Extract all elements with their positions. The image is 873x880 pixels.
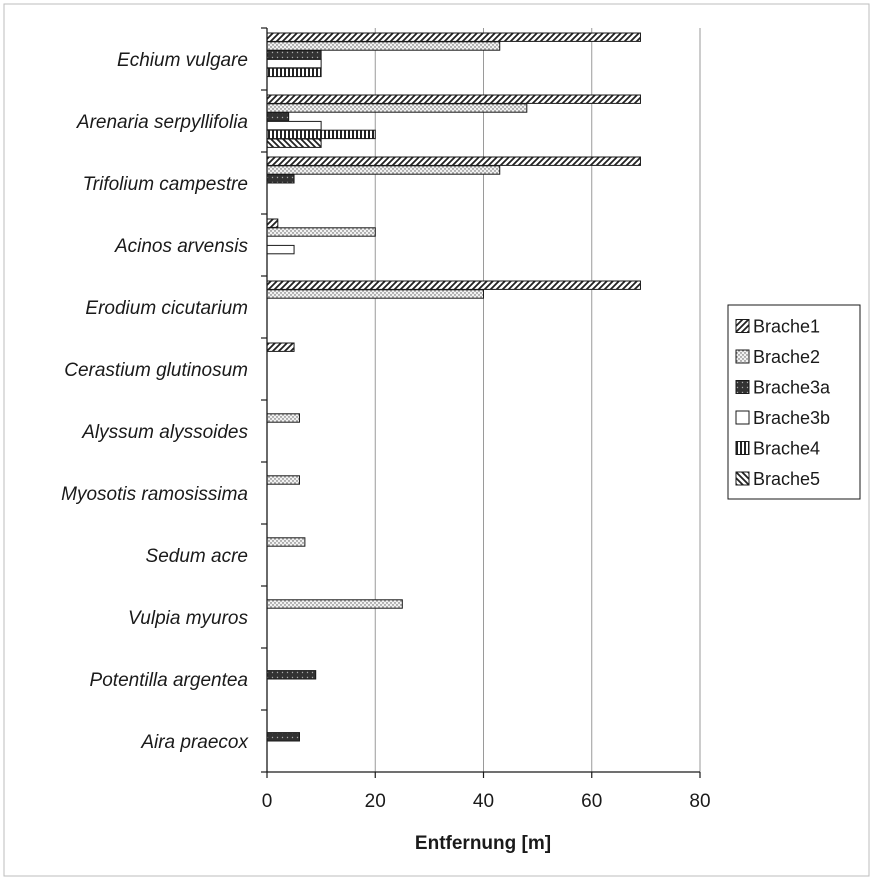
bar-brache1-4 (266, 280, 641, 290)
x-axis-title: Entfernung [m] (415, 833, 551, 854)
bar-brache3b-3 (266, 244, 295, 255)
bar-brache3b-1 (266, 120, 322, 131)
legend-swatch-brache1 (735, 319, 750, 333)
category-label-5: Cerastium glutinosum (64, 360, 248, 381)
bar-brache1-0 (266, 32, 641, 42)
bar-brache4-1 (266, 129, 376, 140)
category-label-4: Erodium cicutarium (85, 298, 248, 319)
bar-brache2-1 (266, 103, 528, 113)
bar-brache3a-10 (266, 670, 317, 680)
bar-brache2-4 (266, 289, 484, 299)
bar-brache1-5 (266, 342, 295, 352)
legend-label-brache4: Brache4 (753, 439, 820, 459)
category-label-3: Acinos arvensis (114, 236, 249, 257)
bar-brache2-9 (266, 599, 403, 609)
x-tick-label-0: 0 (262, 791, 273, 812)
bar-brache2-6 (266, 413, 300, 423)
legend-label-brache5: Brache5 (753, 469, 820, 489)
x-tick-label-1: 20 (365, 791, 386, 812)
bar-brache5-1 (266, 138, 322, 148)
legend: Brache1 Brache2 Brache3a Brache3b Brache4 Bra… (727, 304, 861, 500)
bar-brache3a-0 (266, 50, 322, 60)
category-label-8: Sedum acre (146, 546, 248, 567)
category-label-10: Potentilla argentea (90, 670, 248, 691)
category-label-0: Echium vulgare (117, 50, 248, 71)
bar-brache3a-2 (266, 174, 295, 184)
legend-swatch-brache3b (735, 410, 750, 425)
legend-label-brache2: Brache2 (753, 347, 820, 367)
category-label-9: Vulpia myuros (128, 608, 249, 629)
legend-swatch-brache4 (735, 441, 750, 455)
bar-brache3a-1 (266, 112, 290, 122)
bar-brache2-3 (266, 227, 376, 237)
bar-brache3b-0 (266, 58, 322, 69)
bar-brache4-0 (266, 67, 322, 78)
grid-lines (374, 28, 701, 772)
bar-brache2-2 (266, 165, 501, 175)
x-tick-label-3: 60 (581, 791, 602, 812)
legend-label-brache3b: Brache3b (753, 408, 830, 428)
axes (261, 27, 701, 778)
bar-brache2-0 (266, 41, 501, 51)
legend-label-brache1: Brache1 (753, 317, 820, 337)
bars (266, 32, 641, 742)
bar-brache2-7 (266, 475, 300, 485)
category-label-6: Alyssum alyssoides (81, 422, 248, 443)
bar-brache2-8 (266, 537, 306, 547)
category-label-11: Aira praecox (140, 732, 249, 753)
legend-swatch-brache2 (735, 349, 750, 364)
category-label-2: Trifolium campestre (83, 174, 248, 195)
x-tick-label-2: 40 (473, 791, 494, 812)
bar-brache3a-11 (266, 732, 300, 742)
legend-box (727, 304, 861, 500)
labels: Echium vulgare Arenaria serpyllifolia Trif… (61, 50, 710, 812)
legend-swatch-brache5 (735, 471, 750, 486)
bar-brache1-1 (266, 94, 641, 104)
legend-label-brache3a: Brache3a (753, 378, 831, 398)
category-label-1: Arenaria serpyllifolia (76, 112, 248, 133)
x-tick-label-4: 80 (689, 791, 710, 812)
category-label-7: Myosotis ramosissima (61, 484, 248, 505)
legend-swatch-brache3a (735, 380, 750, 394)
chart-frame (3, 3, 870, 877)
bar-brache1-2 (266, 156, 641, 166)
bar-brache1-3 (266, 218, 279, 228)
